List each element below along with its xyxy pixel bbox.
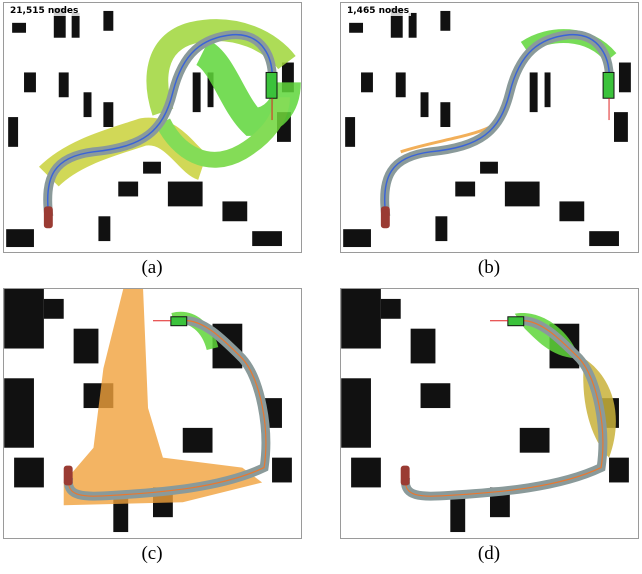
map-b <box>343 7 631 248</box>
start-vehicle <box>43 206 53 229</box>
goal-vehicle <box>265 71 278 99</box>
caption-b: (b) <box>477 257 501 278</box>
node-count-label: 1,465 nodes <box>345 6 412 16</box>
start-vehicle <box>380 206 390 229</box>
node-count-label: 21,515 nodes <box>8 6 81 16</box>
map-a <box>6 7 301 248</box>
goal-vehicle <box>507 316 525 327</box>
caption-c: (c) <box>141 543 163 564</box>
panel-a: 21,515 nodes <box>3 2 302 253</box>
panel-b: 1,465 nodes <box>340 2 639 253</box>
caption-d: (d) <box>477 543 501 564</box>
start-vehicle <box>63 465 73 486</box>
explored-tree <box>63 289 263 506</box>
planned-path <box>67 320 267 497</box>
planned-path <box>404 320 604 497</box>
panel-d <box>340 288 639 539</box>
planned-path <box>46 33 273 217</box>
panel-c <box>3 288 302 539</box>
planned-path <box>383 33 610 217</box>
map-c <box>4 289 292 533</box>
obstacle-map <box>6 7 294 248</box>
path-corridor <box>380 30 614 217</box>
goal-vehicle <box>602 71 615 99</box>
caption-a: (a) <box>141 257 163 278</box>
goal-vehicle <box>170 316 188 327</box>
obstacle-map <box>341 289 629 533</box>
map-d <box>341 289 629 533</box>
obstacle-map <box>343 7 631 248</box>
start-vehicle <box>400 465 410 486</box>
